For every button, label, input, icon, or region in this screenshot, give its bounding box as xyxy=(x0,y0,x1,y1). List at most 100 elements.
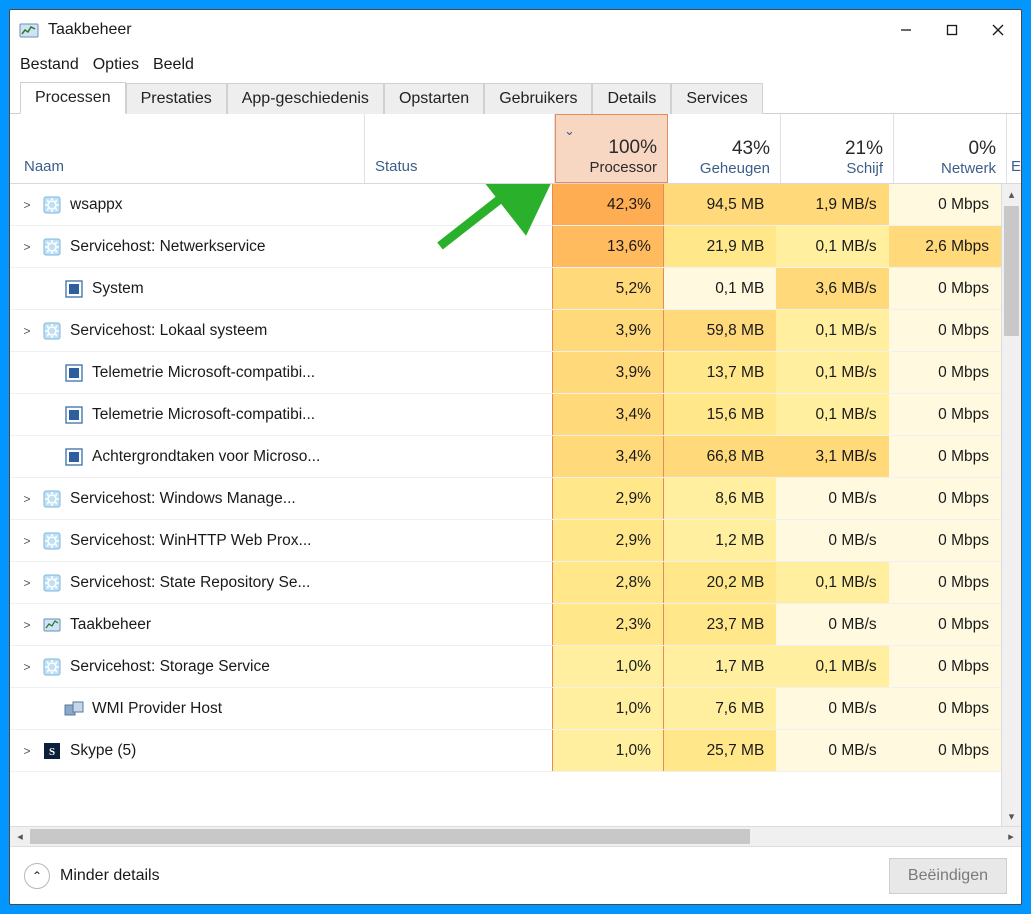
process-name: Achtergrondtaken voor Microso... xyxy=(92,448,320,466)
expand-icon[interactable]: > xyxy=(20,660,34,674)
cell-disk: 1,9 MB/s xyxy=(776,184,888,225)
process-name-cell[interactable]: Achtergrondtaken voor Microso... xyxy=(10,447,552,467)
table-row[interactable]: Achtergrondtaken voor Microso... 3,4%66,8… xyxy=(10,436,1001,478)
cell-disk: 0,1 MB/s xyxy=(776,310,888,351)
window: Taakbeheer Bestand Opties Beeld Processe… xyxy=(9,9,1022,905)
process-name: WMI Provider Host xyxy=(92,700,222,718)
titlebar[interactable]: Taakbeheer xyxy=(10,10,1021,50)
col-header-network[interactable]: 0% Netwerk xyxy=(894,114,1007,183)
tab-prestaties[interactable]: Prestaties xyxy=(126,83,227,114)
process-name-cell[interactable]: >Servicehost: Windows Manage... xyxy=(10,489,552,509)
process-name-cell[interactable]: >Servicehost: WinHTTP Web Prox... xyxy=(10,531,552,551)
end-task-button[interactable]: Beëindigen xyxy=(889,858,1007,894)
process-name: Telemetrie Microsoft-compatibi... xyxy=(92,406,315,424)
sort-indicator-icon: ⌄ xyxy=(564,123,575,139)
cell-mem: 1,7 MB xyxy=(664,646,776,687)
process-name-cell[interactable]: > wsappx xyxy=(10,195,552,215)
scrollbar-thumb[interactable] xyxy=(1004,206,1019,336)
cell-net: 0 Mbps xyxy=(889,562,1001,603)
process-name-cell[interactable]: > Servicehost: Netwerkservice xyxy=(10,237,552,257)
table-row[interactable]: >Taakbeheer2,3%23,7 MB0 MB/s0 Mbps xyxy=(10,604,1001,646)
footer: ⌃ Minder details Beëindigen xyxy=(10,846,1021,904)
tab-processen[interactable]: Processen xyxy=(20,82,126,114)
expand-icon[interactable]: > xyxy=(20,198,34,212)
fewer-details-button[interactable]: ⌃ Minder details xyxy=(24,863,160,889)
scroll-right-icon[interactable]: ▸ xyxy=(1001,830,1021,843)
cell-mem: 15,6 MB xyxy=(664,394,776,435)
tab-opstarten[interactable]: Opstarten xyxy=(384,83,484,114)
process-name: Servicehost: Lokaal systeem xyxy=(70,322,267,340)
cell-cpu: 2,9% xyxy=(552,520,664,561)
cell-disk: 0,1 MB/s xyxy=(776,226,888,267)
scroll-down-icon[interactable]: ▾ xyxy=(1002,806,1021,826)
expand-icon[interactable]: > xyxy=(20,240,34,254)
cell-cpu: 3,4% xyxy=(552,436,664,477)
table-row[interactable]: Telemetrie Microsoft-compatibi...3,9%13,… xyxy=(10,352,1001,394)
process-name: wsappx xyxy=(70,196,123,214)
tab-details[interactable]: Details xyxy=(592,83,671,114)
vertical-scrollbar[interactable]: ▴ ▾ xyxy=(1001,184,1021,826)
chevron-up-icon: ⌃ xyxy=(24,863,50,889)
col-header-extra[interactable]: Er xyxy=(1007,114,1021,183)
col-header-processor[interactable]: ⌄ 100% Processor xyxy=(555,114,668,183)
tab-app-geschiedenis[interactable]: App-geschiedenis xyxy=(227,83,384,114)
col-header-name[interactable]: Naam xyxy=(10,114,365,183)
table-row[interactable]: >wsappx42,3%94,5 MB1,9 MB/s0 Mbps xyxy=(10,184,1001,226)
col-header-disk[interactable]: 21% Schijf xyxy=(781,114,894,183)
process-name-cell[interactable]: WMI Provider Host xyxy=(10,699,552,719)
table-row[interactable]: >Servicehost: Lokaal systeem3,9%59,8 MB0… xyxy=(10,310,1001,352)
expand-icon[interactable]: > xyxy=(20,492,34,506)
expand-icon[interactable]: > xyxy=(20,618,34,632)
col-header-status[interactable]: Status xyxy=(365,114,555,183)
expand-icon[interactable]: > xyxy=(20,324,34,338)
cell-disk: 0 MB/s xyxy=(776,730,888,771)
menu-item[interactable]: Opties xyxy=(93,56,139,74)
cell-mem: 20,2 MB xyxy=(664,562,776,603)
maximize-button[interactable] xyxy=(929,10,975,50)
process-name: Telemetrie Microsoft-compatibi... xyxy=(92,364,315,382)
scroll-left-icon[interactable]: ◂ xyxy=(10,830,30,843)
cell-disk: 0,1 MB/s xyxy=(776,352,888,393)
scrollbar-thumb[interactable] xyxy=(30,829,750,844)
scrollbar-track[interactable] xyxy=(30,827,1001,846)
col-header-memory[interactable]: 43% Geheugen xyxy=(668,114,781,183)
process-name-cell[interactable]: > Servicehost: Lokaal systeem xyxy=(10,321,552,341)
process-name-cell[interactable]: >Taakbeheer xyxy=(10,615,552,635)
process-name-cell[interactable]: System xyxy=(10,279,552,299)
table-row[interactable]: >Servicehost: WinHTTP Web Prox...2,9%1,2… xyxy=(10,520,1001,562)
process-name-cell[interactable]: >SSkype (5) xyxy=(10,741,552,761)
expand-icon[interactable]: > xyxy=(20,576,34,590)
proc-icon xyxy=(64,447,84,467)
cell-mem: 66,8 MB xyxy=(664,436,776,477)
process-name: Servicehost: Netwerkservice xyxy=(70,238,266,256)
table-row[interactable]: >Servicehost: Storage Service1,0%1,7 MB0… xyxy=(10,646,1001,688)
expand-icon[interactable]: > xyxy=(20,534,34,548)
table-row[interactable]: >SSkype (5)1,0%25,7 MB0 MB/s0 Mbps xyxy=(10,730,1001,772)
process-name-cell[interactable]: Telemetrie Microsoft-compatibi... xyxy=(10,363,552,383)
app-icon xyxy=(18,19,40,41)
minimize-button[interactable] xyxy=(883,10,929,50)
scroll-up-icon[interactable]: ▴ xyxy=(1002,184,1021,204)
table-row[interactable]: System5,2%0,1 MB3,6 MB/s0 Mbps xyxy=(10,268,1001,310)
cell-cpu: 1,0% xyxy=(552,646,664,687)
horizontal-scrollbar[interactable]: ◂ ▸ xyxy=(10,826,1021,846)
table-row[interactable]: >Servicehost: Netwerkservice13,6%21,9 MB… xyxy=(10,226,1001,268)
table-row[interactable]: WMI Provider Host1,0%7,6 MB0 MB/s0 Mbps xyxy=(10,688,1001,730)
tab-services[interactable]: Services xyxy=(671,83,762,114)
process-name-cell[interactable]: >Servicehost: State Repository Se... xyxy=(10,573,552,593)
process-name-cell[interactable]: >Servicehost: Storage Service xyxy=(10,657,552,677)
cell-net: 0 Mbps xyxy=(889,730,1001,771)
table-row[interactable]: >Servicehost: Windows Manage...2,9%8,6 M… xyxy=(10,478,1001,520)
menu-item[interactable]: Bestand xyxy=(20,56,79,74)
proc-icon xyxy=(64,279,84,299)
table-row[interactable]: >Servicehost: State Repository Se...2,8%… xyxy=(10,562,1001,604)
expand-icon[interactable]: > xyxy=(20,744,34,758)
cell-disk: 0,1 MB/s xyxy=(776,646,888,687)
tab-gebruikers[interactable]: Gebruikers xyxy=(484,83,592,114)
menu-item[interactable]: Beeld xyxy=(153,56,194,74)
close-button[interactable] xyxy=(975,10,1021,50)
menubar: Bestand Opties Beeld xyxy=(10,50,1021,80)
cell-cpu: 13,6% xyxy=(552,226,664,267)
table-row[interactable]: Telemetrie Microsoft-compatibi...3,4%15,… xyxy=(10,394,1001,436)
process-name-cell[interactable]: Telemetrie Microsoft-compatibi... xyxy=(10,405,552,425)
